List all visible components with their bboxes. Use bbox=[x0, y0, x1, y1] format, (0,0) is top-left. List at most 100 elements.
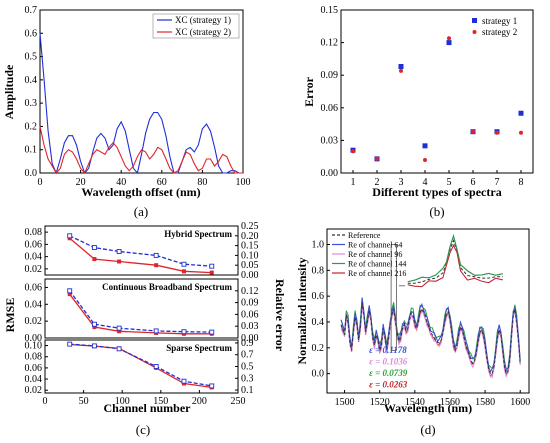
right-y-tick-label: 0.5 bbox=[241, 362, 254, 373]
y-tick-label: 0.00 bbox=[321, 168, 339, 179]
left-y-tick-label: 0.02 bbox=[25, 316, 43, 327]
y-tick-label: 0.4 bbox=[312, 317, 325, 328]
x-tick-label: 1580 bbox=[475, 397, 495, 408]
right-y-tick-label: 0.12 bbox=[241, 286, 259, 297]
panel-b-legend: strategy 1 strategy 2 bbox=[472, 16, 517, 37]
x-tick-label: 1500 bbox=[335, 397, 355, 408]
panel-d-xlabel: Wavelength (nm) bbox=[384, 401, 472, 415]
rmse-marker bbox=[67, 292, 72, 297]
relative-error-marker bbox=[209, 263, 215, 269]
panel-d-zoom-inset bbox=[390, 234, 503, 351]
y-tick-label: 1.0 bbox=[312, 239, 325, 250]
y-tick-label: 0.3 bbox=[25, 98, 38, 109]
y-tick-label: 0.15 bbox=[321, 5, 339, 16]
point-strategy-2 bbox=[375, 156, 379, 161]
left-y-tick-label: 0.06 bbox=[25, 239, 43, 250]
point-strategy-1 bbox=[398, 64, 404, 70]
inset-line-3 bbox=[407, 244, 503, 288]
panel-c-ylabel-left: RMSE bbox=[3, 298, 17, 333]
point-strategy-1 bbox=[518, 110, 524, 116]
panel-b-frame bbox=[340, 9, 534, 174]
right-y-tick-label: 0.09 bbox=[241, 298, 259, 309]
relative-error-marker bbox=[153, 328, 159, 334]
right-y-tick-label: 0.25 bbox=[241, 221, 259, 232]
x-tick-label: 20 bbox=[76, 177, 86, 188]
left-y-tick-label: 0.10 bbox=[25, 341, 43, 352]
subplot-2: 0.000.020.040.060.000.030.060.090.12Cont… bbox=[25, 278, 259, 344]
x-tick-label: 50 bbox=[79, 396, 89, 407]
rmse-marker bbox=[181, 269, 186, 274]
x-tick-label: 200 bbox=[192, 396, 207, 407]
legend-b-label-2: strategy 2 bbox=[482, 27, 517, 37]
x-tick-label: 7 bbox=[495, 177, 500, 188]
rmse-marker bbox=[92, 325, 97, 330]
panel-c-x-ticks: 0 50 100 150 200 250 bbox=[43, 390, 246, 407]
rmse-marker bbox=[117, 259, 122, 264]
panel-a-legend: XC (strategy 1) XC (strategy 2) bbox=[152, 13, 240, 39]
relative-error-marker bbox=[116, 346, 122, 352]
legend-label: Re of channel 216 bbox=[348, 269, 406, 278]
right-y-tick-label: 0.3 bbox=[241, 373, 254, 384]
subplot-title: Sparse Spectrum bbox=[166, 343, 232, 353]
left-y-tick-label: 0.02 bbox=[25, 264, 43, 275]
left-y-tick-label: 0.06 bbox=[25, 363, 43, 374]
inset-line-5 bbox=[407, 244, 503, 288]
relative-error-marker bbox=[209, 383, 215, 389]
right-y-tick-label: 0.03 bbox=[241, 321, 259, 332]
left-y-tick-label: 0.08 bbox=[25, 227, 43, 238]
x-tick-label: 5 bbox=[447, 177, 452, 188]
x-tick-label: 1600 bbox=[510, 397, 530, 408]
panel-b-x-ticks: 1 2 3 4 5 6 7 8 bbox=[351, 170, 524, 188]
panel-b-ylabel: Error bbox=[302, 76, 316, 106]
relative-error-marker bbox=[181, 329, 187, 335]
relative-error-marker bbox=[153, 364, 159, 369]
legend-a-label-2: XC (strategy 2) bbox=[175, 27, 231, 37]
relative-error-marker bbox=[91, 245, 97, 251]
relative-error-line bbox=[69, 235, 212, 267]
relative-error-marker bbox=[209, 329, 215, 335]
x-tick-label: 250 bbox=[231, 396, 246, 407]
panel-d-x-ticks: 1500 1520 1540 1560 1580 1600 bbox=[335, 390, 530, 408]
x-tick-label: 3 bbox=[399, 177, 404, 188]
y-tick-label: 0.0 bbox=[25, 168, 38, 179]
relative-error-marker bbox=[153, 252, 159, 258]
zoom-window bbox=[390, 244, 397, 351]
subplot-frame bbox=[44, 278, 239, 339]
subplot-frame bbox=[44, 225, 239, 276]
left-y-tick-label: 0.08 bbox=[25, 352, 43, 363]
rmse-line bbox=[69, 293, 212, 335]
x-tick-label: 1540 bbox=[405, 397, 425, 408]
point-strategy-2 bbox=[399, 68, 403, 73]
point-strategy-2 bbox=[423, 157, 427, 162]
x-tick-label: 8 bbox=[519, 177, 524, 188]
panel-d-y-ticks: 0.0 0.2 0.4 0.6 0.8 1.0 bbox=[312, 239, 330, 380]
y-tick-label: 0.03 bbox=[321, 135, 339, 146]
panel-c-xlabel: Channel number bbox=[103, 401, 191, 415]
y-tick-label: 0.09 bbox=[321, 70, 339, 81]
caption-d: (d) bbox=[420, 422, 435, 437]
right-y-tick-label: 0.10 bbox=[241, 250, 259, 261]
y-tick-label: 0.06 bbox=[321, 103, 339, 114]
panel-d-frame bbox=[326, 228, 530, 394]
relative-error-marker bbox=[116, 325, 122, 331]
relative-error-marker bbox=[91, 343, 97, 349]
subplot-3: 0.020.040.060.080.10 0.10.30.50.70.9 Spars… bbox=[25, 338, 254, 396]
panel-a-xlabel: Wavelength offset (nm) bbox=[81, 185, 200, 199]
error-annotation: ε = 0.1036 bbox=[369, 356, 408, 366]
x-tick-label: 4 bbox=[423, 177, 428, 188]
right-y-tick-label: 0.05 bbox=[241, 260, 259, 271]
left-y-tick-label: 0.04 bbox=[25, 252, 43, 263]
right-y-tick-label: 0.06 bbox=[241, 309, 259, 320]
y-tick-label: 0.7 bbox=[25, 5, 38, 16]
error-annotation: ε = 0.0739 bbox=[369, 368, 408, 378]
point-strategy-1 bbox=[446, 40, 452, 46]
y-tick-label: 0.1 bbox=[25, 145, 38, 156]
relative-error-marker bbox=[181, 378, 187, 384]
legend-label: Re of channel 96 bbox=[348, 250, 402, 259]
panel-b-y-ticks: 0.00 0.03 0.06 0.09 0.12 0.15 bbox=[321, 5, 344, 179]
panel-b-series bbox=[350, 36, 524, 162]
panel-b: 1 2 3 4 5 6 7 8 0.00 0.03 0.06 0.09 0.12 0.15 strate… bbox=[302, 5, 534, 219]
x-tick-label: 1 bbox=[351, 177, 356, 188]
